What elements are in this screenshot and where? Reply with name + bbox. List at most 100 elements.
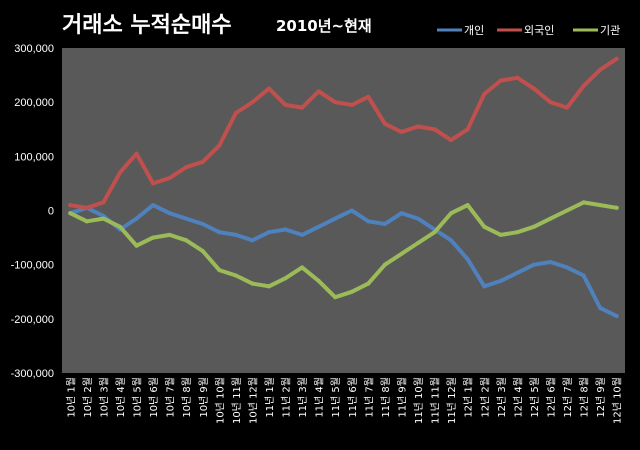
data-point — [349, 208, 354, 213]
x-tick-label: 12년 3월 — [496, 377, 508, 418]
data-point — [515, 270, 520, 275]
data-point — [117, 170, 122, 175]
data-point — [68, 211, 73, 216]
y-axis-ticks: 300,000 200,000 100,000 0 -100,000 -200,000 -3… — [11, 43, 54, 380]
data-point — [366, 281, 371, 286]
data-point — [233, 232, 238, 237]
data-point — [217, 143, 222, 148]
data-point — [200, 159, 205, 164]
x-tick-label: 11년 4월 — [314, 377, 326, 418]
data-point — [366, 219, 371, 224]
x-tick-label: 10년 9월 — [198, 377, 210, 418]
x-tick-label: 10년 5월 — [132, 377, 144, 418]
data-point — [515, 75, 520, 80]
data-point — [117, 224, 122, 229]
data-point — [399, 251, 404, 256]
data-point — [134, 243, 139, 248]
data-point — [531, 224, 536, 229]
data-point — [482, 224, 487, 229]
data-point — [366, 94, 371, 99]
x-tick-label: 11년 3월 — [297, 377, 309, 418]
data-point — [184, 165, 189, 170]
x-tick-label: 11년 12월 — [446, 377, 458, 424]
x-tick-label: 11년 6월 — [347, 377, 359, 418]
data-point — [498, 278, 503, 283]
legend: 개인 외국인 기관 — [437, 24, 620, 37]
data-point — [498, 232, 503, 237]
data-point — [316, 89, 321, 94]
y-tick-label: -200,000 — [11, 314, 54, 326]
x-tick-label: 12년 5월 — [529, 377, 541, 418]
data-point — [614, 205, 619, 210]
series-line-1 — [68, 203, 619, 319]
data-point — [250, 100, 255, 105]
data-point — [465, 203, 470, 208]
data-point — [151, 181, 156, 186]
y-tick-label: 100,000 — [14, 151, 54, 163]
data-point — [465, 127, 470, 132]
data-point — [515, 230, 520, 235]
data-point — [200, 249, 205, 254]
data-point — [531, 262, 536, 267]
data-point — [300, 105, 305, 110]
data-point — [614, 314, 619, 319]
data-point — [316, 278, 321, 283]
x-tick-label: 12년 2월 — [479, 377, 491, 418]
x-tick-label: 11년 8월 — [380, 377, 392, 418]
y-tick-label: 200,000 — [14, 97, 54, 109]
data-point — [233, 111, 238, 115]
data-point — [316, 224, 321, 229]
data-point — [250, 238, 255, 243]
data-point — [184, 238, 189, 243]
x-tick-label: 10년 10월 — [214, 377, 226, 424]
data-point — [449, 238, 454, 243]
x-tick-label: 10년 2월 — [82, 377, 94, 418]
data-point — [382, 262, 387, 267]
x-tick-label: 10년 1월 — [65, 377, 77, 418]
data-point — [300, 232, 305, 237]
data-point — [283, 102, 288, 107]
data-point — [167, 176, 172, 180]
x-tick-label: 10년 12월 — [247, 377, 259, 424]
data-point — [432, 127, 437, 132]
data-point — [382, 222, 387, 227]
data-point — [349, 102, 354, 107]
data-point — [581, 83, 586, 88]
data-point — [349, 289, 354, 294]
data-point — [482, 92, 487, 97]
data-point — [598, 306, 603, 310]
x-tick-label: 10년 7월 — [165, 377, 177, 418]
x-tick-label: 12년 4월 — [512, 377, 524, 418]
x-axis-ticks: 10년 1월 10년 2월 10년 3월 10년 4월 10년 5월 10년 6월 10년 … — [65, 377, 623, 424]
data-point — [283, 227, 288, 232]
data-point — [200, 222, 205, 227]
x-tick-label: 10년 11월 — [231, 377, 243, 424]
y-tick-label: -100,000 — [11, 260, 54, 272]
data-point — [531, 86, 536, 91]
data-point — [233, 273, 238, 278]
data-point — [333, 100, 338, 105]
series-line-2 — [68, 56, 619, 210]
x-tick-label: 12년 7월 — [562, 377, 574, 418]
data-point — [565, 208, 570, 213]
y-tick-label: 0 — [48, 206, 54, 218]
data-point — [565, 105, 570, 110]
data-point — [498, 78, 503, 83]
data-point — [184, 216, 189, 221]
data-point — [382, 121, 387, 126]
data-point — [151, 235, 156, 240]
series-line-3 — [68, 200, 619, 300]
data-point — [84, 205, 89, 210]
data-point — [101, 216, 106, 221]
x-tick-label: 11년 7월 — [363, 377, 375, 418]
x-tick-label: 10년 3월 — [98, 377, 110, 418]
data-point — [134, 216, 139, 221]
data-point — [134, 151, 139, 156]
data-point — [432, 230, 437, 235]
data-point — [68, 203, 73, 208]
legend-label: 외국인 — [524, 24, 554, 37]
data-point — [151, 203, 156, 208]
x-tick-label: 12년 8월 — [579, 377, 591, 418]
data-point — [250, 281, 255, 286]
